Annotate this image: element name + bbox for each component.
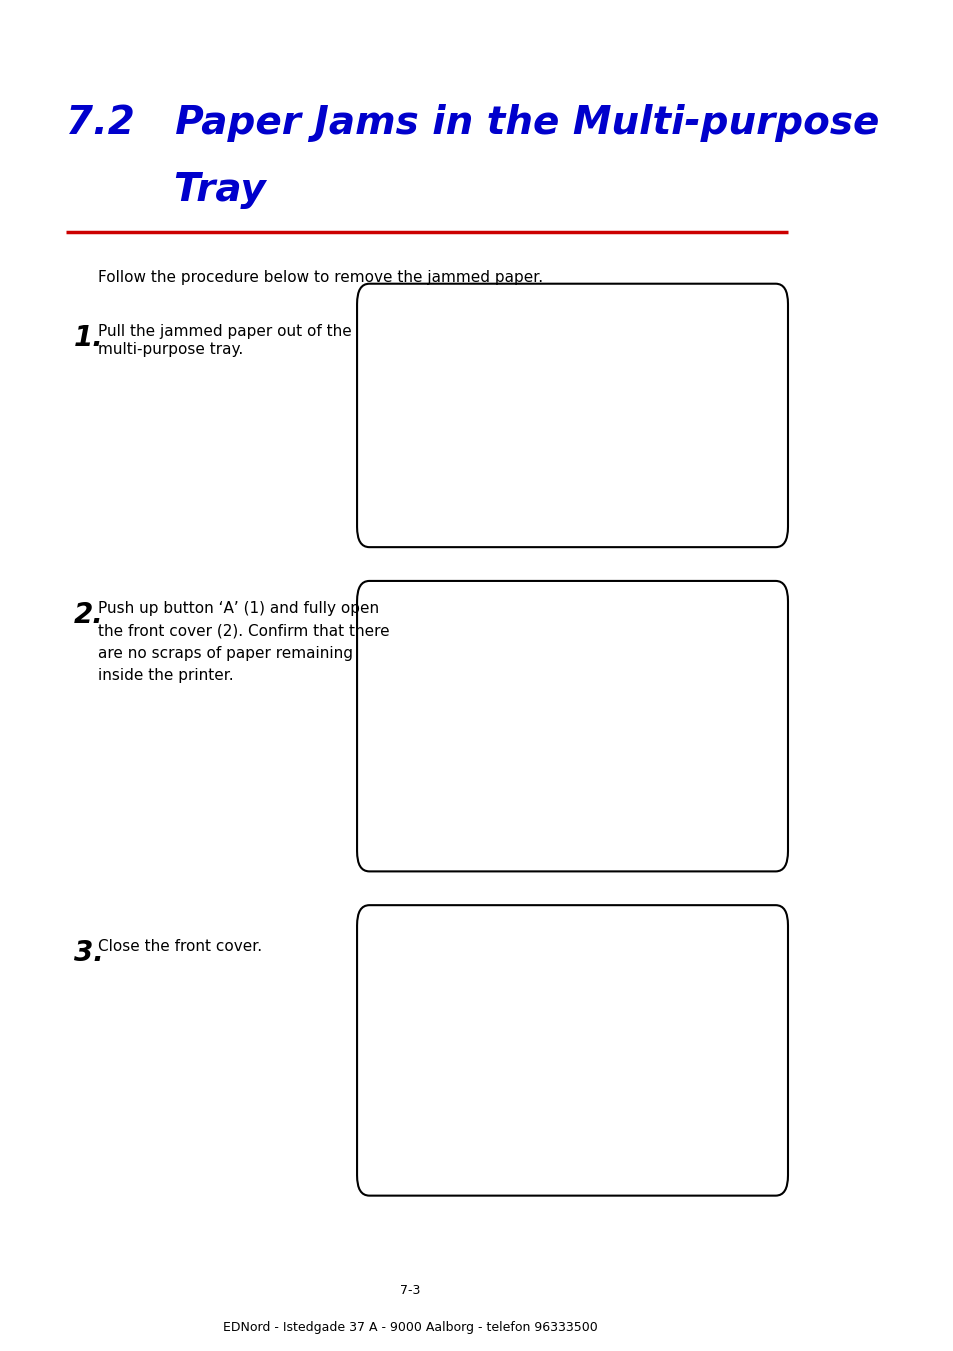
Text: 7.2   Paper Jams in the Multi-purpose: 7.2 Paper Jams in the Multi-purpose bbox=[66, 104, 878, 142]
Text: Follow the procedure below to remove the jammed paper.: Follow the procedure below to remove the… bbox=[98, 270, 543, 285]
Text: Push up button ‘A’ (1) and fully open
the front cover (2). Confirm that there
ar: Push up button ‘A’ (1) and fully open th… bbox=[98, 601, 390, 682]
Text: 7-3: 7-3 bbox=[400, 1283, 420, 1297]
FancyBboxPatch shape bbox=[356, 284, 787, 547]
Text: 3.: 3. bbox=[73, 939, 104, 967]
Text: Pull the jammed paper out of the
multi-purpose tray.: Pull the jammed paper out of the multi-p… bbox=[98, 324, 352, 357]
Text: Tray: Tray bbox=[66, 172, 265, 209]
Text: 2.: 2. bbox=[73, 601, 104, 630]
Text: Close the front cover.: Close the front cover. bbox=[98, 939, 262, 954]
FancyBboxPatch shape bbox=[356, 905, 787, 1196]
Text: 1.: 1. bbox=[73, 324, 104, 353]
Text: EDNord - Istedgade 37 A - 9000 Aalborg - telefon 96333500: EDNord - Istedgade 37 A - 9000 Aalborg -… bbox=[223, 1321, 598, 1335]
FancyBboxPatch shape bbox=[356, 581, 787, 871]
